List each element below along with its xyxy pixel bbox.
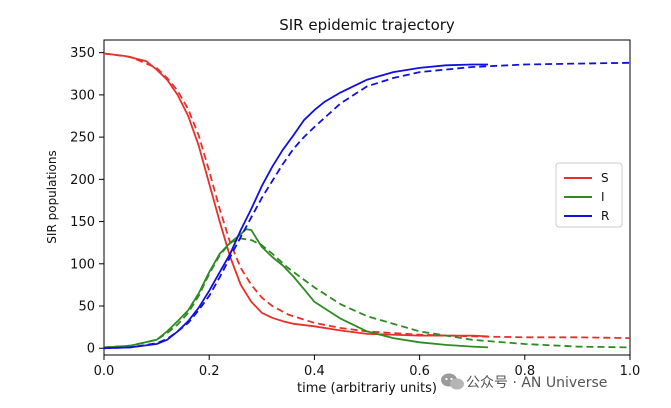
y-axis-label: SIR populations [45,150,59,243]
x-axis-ticks: 0.0 0.2 0.4 0.6 0.8 1.0 [94,355,641,379]
series-line-i-deterministic [103,237,631,349]
series-line-r [103,63,488,350]
x-tick-label: 1.0 [620,364,641,379]
x-tick-label: 0.4 [304,364,325,379]
y-tick-label: 350 [70,46,95,61]
x-tick-label: 0.2 [199,364,220,379]
y-tick-label: 200 [70,173,95,188]
y-tick-label: 100 [70,257,95,272]
x-axis-label: time (arbitrariy units) [297,381,437,396]
series-line-s-deterministic [103,52,631,339]
legend-label-i: I [601,190,605,204]
series-line-r-deterministic [103,61,631,350]
series-layer [103,52,631,350]
legend: SIR [555,162,623,228]
y-tick-label: 50 [78,300,95,315]
x-tick-label: 0.8 [514,364,535,379]
series-line-i [103,228,489,349]
wechat-icon [441,373,464,390]
y-tick-label: 150 [70,215,95,230]
y-tick-label: 0 [87,342,95,357]
series-line-s [103,52,489,338]
watermark: 公众号 · AN Universe [441,373,607,391]
y-axis-ticks: 0 50 100 150 200 250 300 350 [70,46,104,357]
watermark-text: 公众号 · AN Universe [466,375,607,391]
plot-frame [103,39,631,356]
plot-area [103,39,631,356]
x-tick-label: 0.0 [94,364,115,379]
legend-box [555,162,623,228]
legend-label-r: R [601,209,609,223]
x-tick-label: 0.6 [409,364,430,379]
chart-title: SIR epidemic trajectory [279,16,455,34]
legend-label-s: S [601,171,609,185]
y-tick-label: 300 [70,88,95,103]
y-tick-label: 250 [70,131,95,146]
